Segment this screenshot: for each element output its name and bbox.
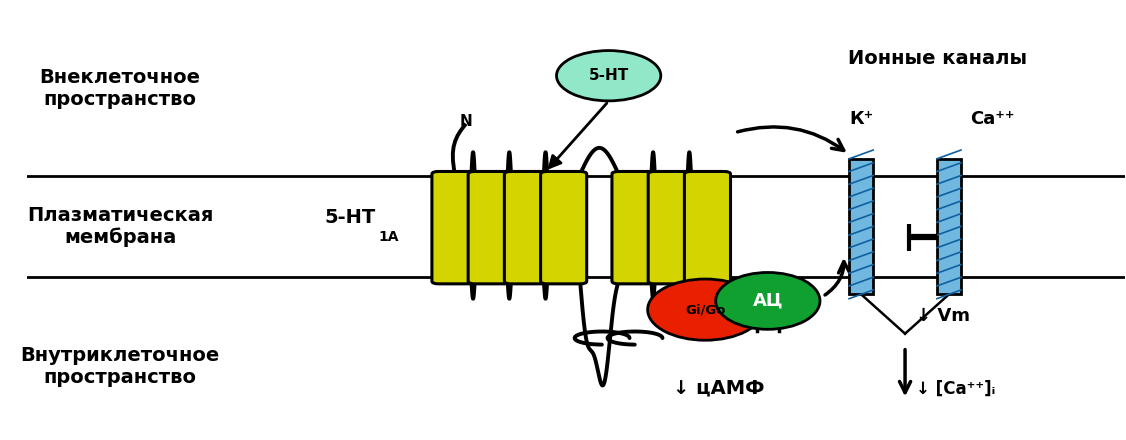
Text: Внутриклеточное
пространство: Внутриклеточное пространство: [20, 346, 220, 387]
Text: ↓ Vm: ↓ Vm: [917, 307, 969, 325]
FancyBboxPatch shape: [540, 172, 587, 284]
FancyBboxPatch shape: [649, 172, 695, 284]
Ellipse shape: [647, 279, 763, 340]
FancyBboxPatch shape: [504, 172, 551, 284]
Text: Са⁺⁺: Са⁺⁺: [969, 110, 1015, 128]
FancyBboxPatch shape: [468, 172, 515, 284]
Text: N: N: [459, 114, 472, 129]
Text: Внеклеточное
пространство: Внеклеточное пространство: [39, 68, 200, 109]
Text: ↓ цАМФ: ↓ цАМФ: [672, 379, 765, 398]
Text: 1А: 1А: [378, 230, 399, 244]
Text: Ионные каналы: Ионные каналы: [848, 49, 1028, 68]
Text: АЦ: АЦ: [752, 292, 784, 310]
Text: К⁺: К⁺: [849, 110, 874, 128]
Text: Gi/Go: Gi/Go: [685, 303, 725, 316]
FancyBboxPatch shape: [937, 159, 962, 294]
Ellipse shape: [716, 272, 820, 329]
FancyBboxPatch shape: [685, 172, 731, 284]
FancyBboxPatch shape: [432, 172, 479, 284]
Text: 5-НТ: 5-НТ: [324, 208, 376, 227]
Text: Плазматическая
мембрана: Плазматическая мембрана: [27, 206, 213, 247]
Ellipse shape: [556, 51, 661, 101]
Text: ↓ [Са⁺⁺]ᵢ: ↓ [Са⁺⁺]ᵢ: [917, 379, 995, 397]
Text: 5-НТ: 5-НТ: [589, 68, 628, 83]
FancyBboxPatch shape: [611, 172, 658, 284]
FancyBboxPatch shape: [849, 159, 874, 294]
